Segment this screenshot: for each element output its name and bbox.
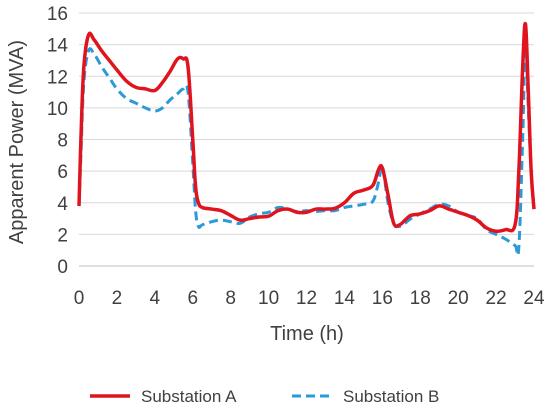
y-tick-label: 8 — [57, 131, 68, 152]
y-tick-label: 0 — [57, 257, 68, 278]
y-tick-label: 16 — [47, 4, 68, 25]
x-tick-label: 14 — [334, 288, 356, 309]
x-tick-label: 2 — [112, 288, 123, 309]
y-tick-label: 12 — [47, 67, 68, 88]
y-tick-label: 4 — [57, 194, 68, 215]
y-tick-label: 10 — [47, 99, 68, 120]
x-tick-label: 18 — [410, 288, 431, 309]
legend-label-substation-a: Substation A — [141, 387, 237, 406]
y-tick-label: 2 — [57, 225, 68, 246]
x-tick-label: 20 — [448, 288, 469, 309]
data-series — [77, 21, 536, 257]
x-tick-label: 12 — [296, 288, 317, 309]
x-tick-label: 10 — [258, 288, 279, 309]
gridlines — [79, 12, 534, 235]
x-tick-label: 4 — [150, 288, 161, 309]
legend-label-substation-b: Substation B — [343, 387, 439, 406]
y-tick-label: 14 — [47, 36, 69, 57]
x-tick-label: 16 — [372, 288, 393, 309]
x-tick-label: 22 — [486, 288, 507, 309]
x-axis-title: Time (h) — [270, 323, 344, 345]
y-tick-label: 6 — [57, 162, 68, 183]
x-tick-label: 24 — [523, 288, 545, 309]
x-tick-label: 0 — [74, 288, 85, 309]
y-axis-title: Apparent Power (MVA) — [6, 40, 28, 244]
x-tick-label: 6 — [187, 288, 198, 309]
series-line-substation-b — [77, 41, 536, 257]
legend: Substation A Substation B — [90, 387, 439, 406]
series-line-substation-a — [77, 21, 536, 234]
x-tick-label: 8 — [225, 288, 236, 309]
